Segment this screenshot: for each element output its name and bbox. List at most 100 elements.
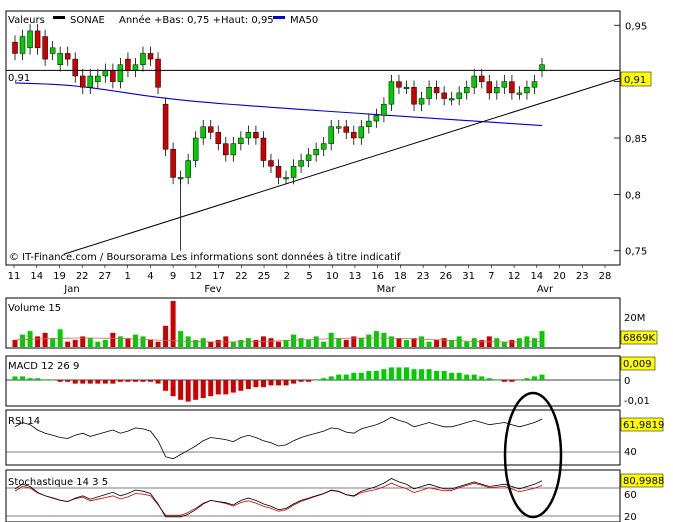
- x-tick-label: 16: [371, 271, 384, 282]
- macd-bar: [42, 380, 48, 381]
- candle-body: [117, 64, 124, 82]
- candle-body: [27, 30, 33, 49]
- macd-bar: [276, 380, 281, 386]
- x-tick-label: 23: [576, 271, 589, 282]
- volume-bar: [373, 331, 379, 347]
- candle-body: [539, 64, 545, 71]
- rsi-panel: RSI 14 61,9819 40: [5, 409, 664, 466]
- volume-bar: [343, 339, 349, 347]
- volume-bar: [87, 338, 93, 347]
- macd-bar: [87, 380, 93, 384]
- candle-body: [403, 87, 410, 90]
- candle-body: [110, 70, 116, 82]
- volume-bar: [230, 341, 236, 347]
- rsi-line: [14, 416, 543, 460]
- macd-bar: [366, 371, 372, 380]
- x-month-label: Mar: [377, 284, 397, 295]
- x-tick-label: 14: [30, 271, 43, 282]
- candlesticks: [12, 24, 545, 251]
- candle-body: [448, 98, 455, 101]
- volume-bar: [381, 332, 387, 347]
- volume-bar: [411, 338, 417, 347]
- x-tick-label: 31: [462, 271, 475, 282]
- x-tick-label: 10: [326, 271, 339, 282]
- macd-bar: [343, 374, 349, 380]
- macd-bar: [238, 380, 244, 391]
- x-tick-label: 5: [306, 271, 312, 282]
- candle-body: [358, 126, 365, 139]
- candle-body: [313, 149, 319, 156]
- volume-bar: [95, 341, 101, 347]
- stoch-panel-frame: [5, 469, 621, 522]
- macd-bar: [403, 367, 409, 380]
- candle-body: [373, 115, 380, 122]
- x-tick-label: 25: [258, 271, 271, 282]
- macd-bar: [125, 380, 131, 382]
- macd-bar: [291, 380, 297, 384]
- candle-body: [230, 143, 237, 156]
- candle-body: [441, 92, 447, 99]
- volume-bar: [449, 339, 455, 347]
- x-month-label: Fev: [204, 284, 221, 295]
- price-tick-label: 0,95: [625, 21, 647, 32]
- x-tick-label: 23: [417, 271, 430, 282]
- macd-tick-neg: -0,01: [624, 396, 650, 407]
- macd-bar: [283, 380, 289, 386]
- stoch-d-path: [14, 482, 543, 516]
- x-axis: 11 14 19 22 27 1 4 9 12 17 22 25 2 5 10 13 16 18 23 26 31 7 12…: [8, 265, 611, 295]
- candle-body: [207, 126, 214, 133]
- volume-bar: [501, 341, 507, 347]
- volume-bar: [102, 339, 108, 347]
- candle-body: [396, 81, 402, 88]
- macd-bar: [80, 380, 86, 384]
- macd-bar: [102, 380, 108, 384]
- stoch-k-path: [14, 478, 543, 518]
- macd-panel-frame: [5, 355, 621, 407]
- volume-bar: [178, 331, 184, 347]
- macd-bar: [245, 380, 251, 389]
- macd-bar: [479, 376, 485, 380]
- candle-body: [238, 137, 244, 144]
- x-tick-label: 9: [170, 271, 176, 282]
- volume-bar: [321, 341, 327, 347]
- candle-body: [351, 132, 357, 139]
- ma-label: MA50: [290, 15, 318, 26]
- candle-body: [456, 92, 462, 99]
- macd-bar: [426, 369, 432, 380]
- candle-body: [479, 75, 485, 82]
- volume-bar: [291, 334, 297, 347]
- series-swatch: [53, 16, 65, 19]
- candle-body: [343, 126, 350, 133]
- volume-bar: [351, 336, 357, 347]
- candle-body: [185, 160, 191, 178]
- rsi-value: 61,9819: [623, 420, 664, 431]
- x-tick-label: 13: [349, 271, 362, 282]
- macd-bar: [434, 371, 440, 380]
- volume-bar: [117, 336, 123, 347]
- macd-bar: [57, 380, 63, 382]
- x-tick-label: 19: [53, 271, 66, 282]
- x-tick-label: 12: [508, 271, 521, 282]
- price-panel: 0,950,90,850,80,75 Valeurs SONAE Année +…: [5, 10, 652, 266]
- volume-bar: [426, 341, 432, 347]
- volume-value-box: [620, 330, 658, 345]
- macd-bar: [110, 380, 116, 384]
- price-grid: [614, 24, 620, 252]
- x-tick-label: 11: [8, 271, 21, 282]
- x-tick-label: 17: [212, 271, 225, 282]
- rsi-path: [14, 416, 543, 460]
- macd-bar: [260, 380, 266, 388]
- x-tick-label: 12: [189, 271, 202, 282]
- macd-bar: [516, 380, 522, 381]
- macd-bar: [155, 380, 161, 384]
- macd-bar: [72, 380, 78, 384]
- volume-bar: [358, 338, 364, 347]
- x-month-label: Avr: [537, 284, 554, 295]
- macd-bar: [208, 380, 214, 397]
- macd-value: 0,009: [623, 359, 652, 370]
- candle-body: [125, 58, 131, 71]
- range-text: Année +Bas: 0,75 +Haut: 0,95: [119, 14, 274, 26]
- macd-bar: [185, 380, 191, 402]
- volume-bar: [200, 338, 206, 347]
- candle-body: [335, 126, 342, 129]
